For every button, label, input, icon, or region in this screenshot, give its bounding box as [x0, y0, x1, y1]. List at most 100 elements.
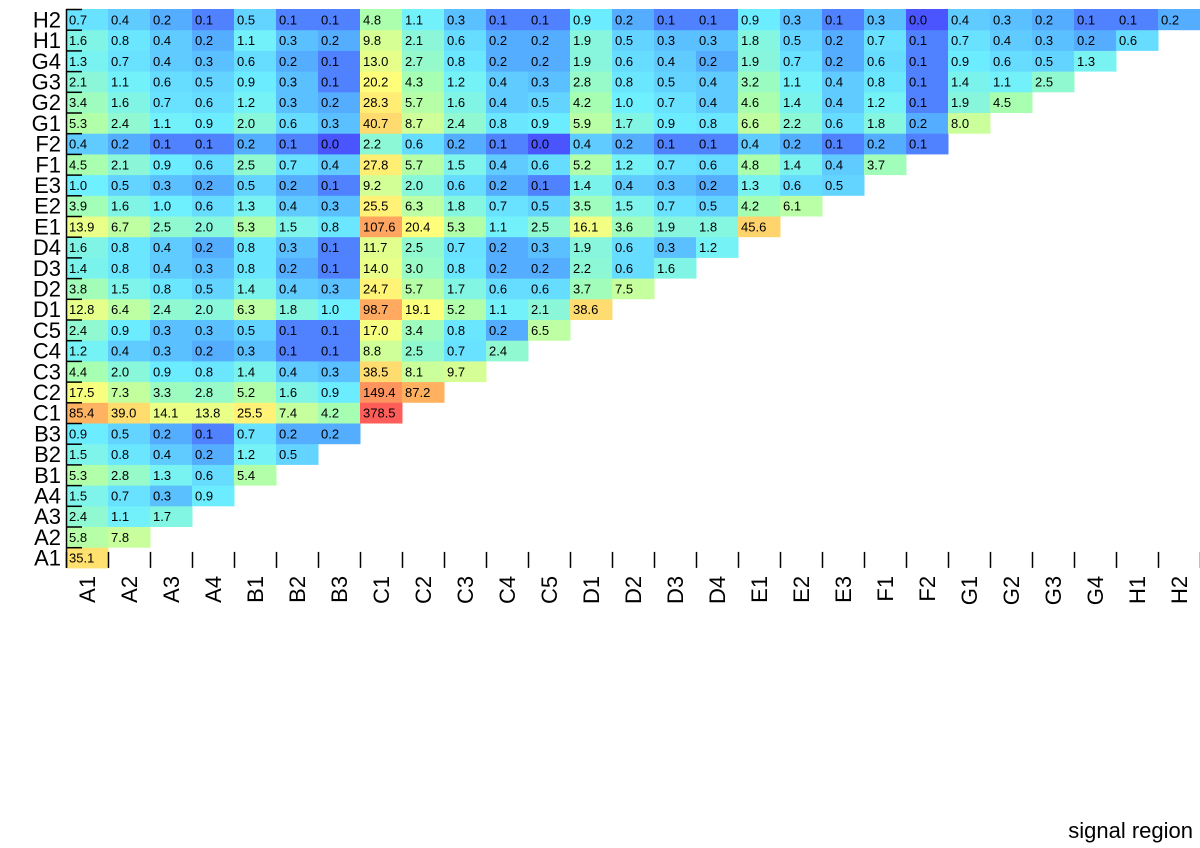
cell-value-label: 0.8 — [447, 54, 465, 69]
cell-value-label: 6.6 — [741, 116, 759, 131]
heatmap-cell — [444, 257, 487, 279]
heatmap-cell — [1032, 29, 1075, 51]
y-tick-label: F2 — [35, 132, 61, 157]
heatmap-cell — [864, 29, 907, 51]
cell-value-label: 0.4 — [279, 364, 297, 379]
heatmap-cell — [1074, 9, 1117, 31]
heatmap-cell — [1116, 9, 1159, 31]
cell-value-label: 0.5 — [195, 74, 213, 89]
heatmap-cell — [108, 485, 151, 507]
heatmap-cell — [570, 236, 613, 258]
cell-value-label: 0.3 — [195, 54, 213, 69]
heatmap-cell — [150, 443, 193, 465]
heatmap-cell — [108, 236, 151, 258]
y-tick-label: C4 — [33, 339, 61, 364]
heatmap-cell — [192, 174, 235, 196]
cell-value-label: 0.6 — [615, 240, 633, 255]
cell-value-label: 0.2 — [195, 447, 213, 462]
heatmap-cell — [570, 71, 613, 93]
heatmap-cell — [108, 50, 151, 72]
x-tick-label: D2 — [621, 576, 646, 604]
heatmap-cell — [276, 278, 319, 300]
cell-value-label: 0.6 — [447, 178, 465, 193]
heatmap-cell — [612, 91, 655, 113]
heatmap-cell — [66, 443, 109, 465]
heatmap-cell — [696, 71, 739, 93]
cell-value-label: 1.0 — [321, 302, 339, 317]
heatmap-cell — [696, 133, 739, 155]
cell-value-label: 3.2 — [741, 74, 759, 89]
cell-value-label: 0.8 — [615, 74, 633, 89]
y-tick-label: A2 — [34, 525, 61, 550]
cell-value-label: 0.1 — [279, 12, 297, 27]
heatmap-cell — [738, 9, 781, 31]
heatmap-cell — [444, 298, 487, 320]
cell-value-label: 2.5 — [153, 219, 171, 234]
cell-value-label: 1.7 — [447, 281, 465, 296]
cell-value-label: 45.6 — [741, 219, 766, 234]
heatmap-cell — [528, 298, 571, 320]
cell-value-label: 1.3 — [237, 199, 255, 214]
heatmap-cell — [192, 50, 235, 72]
cell-value-label: 0.5 — [237, 12, 255, 27]
heatmap-cell — [444, 174, 487, 196]
heatmap-cell — [192, 133, 235, 155]
cell-value-label: 1.1 — [237, 33, 255, 48]
cell-value-label: 0.7 — [237, 426, 255, 441]
cell-value-label: 0.4 — [825, 95, 843, 110]
cell-value-label: 0.2 — [783, 137, 801, 152]
heatmap-cell — [780, 174, 823, 196]
cell-value-label: 0.5 — [783, 33, 801, 48]
cell-value-label: 24.7 — [363, 281, 388, 296]
heatmap-cell — [150, 236, 193, 258]
heatmap-cell — [192, 257, 235, 279]
heatmap-cell — [612, 29, 655, 51]
heatmap-cell — [108, 443, 151, 465]
cell-value-label: 2.5 — [405, 344, 423, 359]
heatmap-cell — [360, 195, 403, 217]
heatmap-cell — [108, 257, 151, 279]
heatmap-cell — [486, 50, 529, 72]
heatmap-cell — [276, 319, 319, 341]
heatmap-cell — [150, 402, 193, 424]
heatmap-cell — [444, 133, 487, 155]
heatmap-cell — [234, 298, 277, 320]
cell-value-label: 0.2 — [1035, 12, 1053, 27]
heatmap-cell — [402, 9, 445, 31]
cell-value-label: 0.3 — [657, 240, 675, 255]
cell-value-label: 1.1 — [489, 302, 507, 317]
cell-value-label: 1.4 — [951, 74, 969, 89]
cell-value-label: 1.2 — [867, 95, 885, 110]
cell-value-label: 0.3 — [237, 344, 255, 359]
cell-value-label: 0.8 — [111, 240, 129, 255]
cell-value-label: 3.8 — [69, 281, 87, 296]
cell-value-label: 0.2 — [195, 178, 213, 193]
cell-value-label: 0.4 — [279, 199, 297, 214]
heatmap-cell — [150, 464, 193, 486]
heatmap-cell — [192, 298, 235, 320]
heatmap-cell — [276, 257, 319, 279]
heatmap-cell — [402, 50, 445, 72]
cell-value-label: 0.3 — [867, 12, 885, 27]
heatmap-cell — [570, 174, 613, 196]
heatmap-cell — [276, 71, 319, 93]
cell-value-label: 0.2 — [447, 137, 465, 152]
y-tick-label: A3 — [34, 504, 61, 529]
heatmap-cell — [360, 278, 403, 300]
y-tick-label: A1 — [34, 546, 61, 571]
heatmap-cell — [108, 360, 151, 383]
cell-value-label: 0.4 — [153, 54, 171, 69]
heatmap-cell — [192, 319, 235, 341]
heatmap-cell — [234, 112, 277, 134]
cell-value-label: 5.7 — [405, 95, 423, 110]
cell-value-label: 0.8 — [111, 33, 129, 48]
cell-value-label: 27.8 — [363, 157, 388, 172]
y-tick-label: D2 — [33, 276, 61, 301]
cell-value-label: 13.9 — [69, 219, 94, 234]
heatmap-cell — [150, 485, 193, 507]
cell-value-label: 0.3 — [657, 33, 675, 48]
heatmap-cell — [192, 381, 235, 403]
heatmap-cell — [402, 360, 445, 383]
heatmap-cell — [150, 50, 193, 72]
heatmap-cell — [822, 112, 865, 134]
